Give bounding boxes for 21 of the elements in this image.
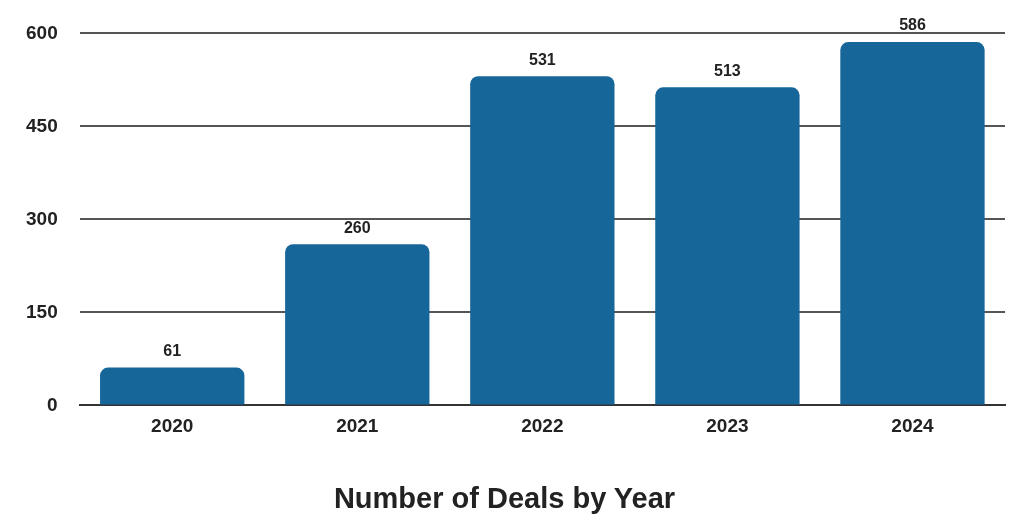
data-label: 260 [343,218,371,236]
data-label: 61 [163,341,182,359]
y-tick-label: 450 [26,114,58,136]
data-label: 513 [714,61,741,79]
bar [840,42,985,405]
bar [285,244,430,405]
y-tick-label: 300 [26,207,58,229]
data-label: 586 [899,16,926,34]
bar [470,76,615,405]
bar [655,87,800,405]
bar [100,367,245,405]
y-tick-label: 150 [26,300,58,322]
x-tick-label: 2024 [891,415,935,437]
text: Number of Deals by Year [333,481,676,514]
y-tick-label: 600 [26,21,58,43]
x-tick-label: 2021 [336,415,379,437]
x-tick-label: 2023 [706,415,749,437]
data-label: 531 [529,50,556,68]
y-tick-label: 0 [47,393,58,415]
x-tick-label: 2020 [151,415,194,437]
x-tick-label: 2022 [521,415,564,437]
